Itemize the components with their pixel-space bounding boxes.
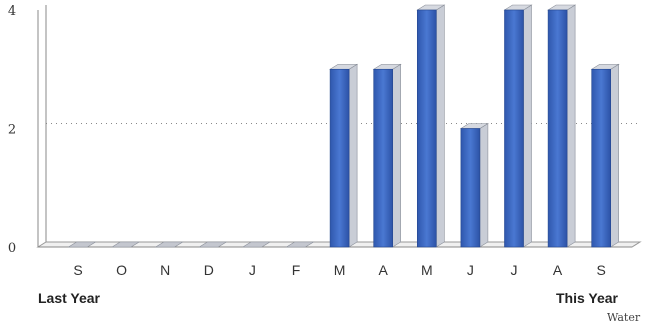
bar-1 (111, 241, 141, 248)
x-tick-label: J (467, 262, 474, 278)
bar-side (610, 63, 620, 248)
bar-2 (154, 241, 184, 248)
bar-flat (111, 241, 141, 248)
x-tick-label: O (116, 262, 127, 278)
bar-11 (547, 4, 577, 248)
y-tick-label: 2 (8, 123, 16, 138)
bar-3 (198, 241, 228, 248)
bar-front (373, 68, 394, 248)
x-tick-label: D (204, 262, 214, 278)
bar-front (329, 68, 350, 248)
y-axis-ticks: 0 2 4 (8, 4, 16, 256)
bar-flat (241, 241, 271, 248)
y-tick-label: 4 (8, 4, 16, 19)
bar-front (591, 68, 612, 248)
x-tick-label: M (334, 262, 346, 278)
bar-9 (459, 122, 489, 248)
x-tick-label: S (597, 262, 606, 278)
bar-side (348, 63, 358, 248)
bar-flat (154, 241, 184, 248)
bar-6 (329, 63, 359, 248)
bar-5 (285, 241, 315, 248)
bar-front (460, 128, 481, 248)
bar-7 (372, 63, 402, 248)
bar-side (392, 63, 402, 248)
x-tick-label: J (249, 262, 256, 278)
bar-side (435, 4, 445, 248)
bar-flat (67, 241, 97, 248)
last-year-label: Last Year (38, 290, 101, 306)
bar-side (479, 122, 489, 248)
watermark-text: Water (607, 311, 641, 324)
x-tick-label: S (73, 262, 82, 278)
x-tick-label: A (553, 262, 563, 278)
bar-8 (416, 4, 446, 248)
x-tick-label: M (421, 262, 433, 278)
chart-bars (67, 4, 620, 248)
x-tick-label: F (292, 262, 301, 278)
bar-4 (241, 241, 271, 248)
bar-0 (67, 241, 97, 248)
bar-flat (198, 241, 228, 248)
bar-flat (285, 241, 315, 248)
x-tick-label: A (379, 262, 389, 278)
bar-side (566, 4, 576, 248)
bar-12 (590, 63, 620, 248)
bar-front (547, 9, 568, 248)
y-tick-label: 0 (8, 241, 16, 256)
bar-front (504, 9, 524, 248)
this-year-label: This Year (556, 290, 619, 306)
bar-front (416, 9, 437, 248)
bar-side (523, 4, 532, 248)
x-tick-label: N (160, 262, 170, 278)
x-tick-label: J (511, 262, 518, 278)
bar-10 (503, 4, 533, 248)
